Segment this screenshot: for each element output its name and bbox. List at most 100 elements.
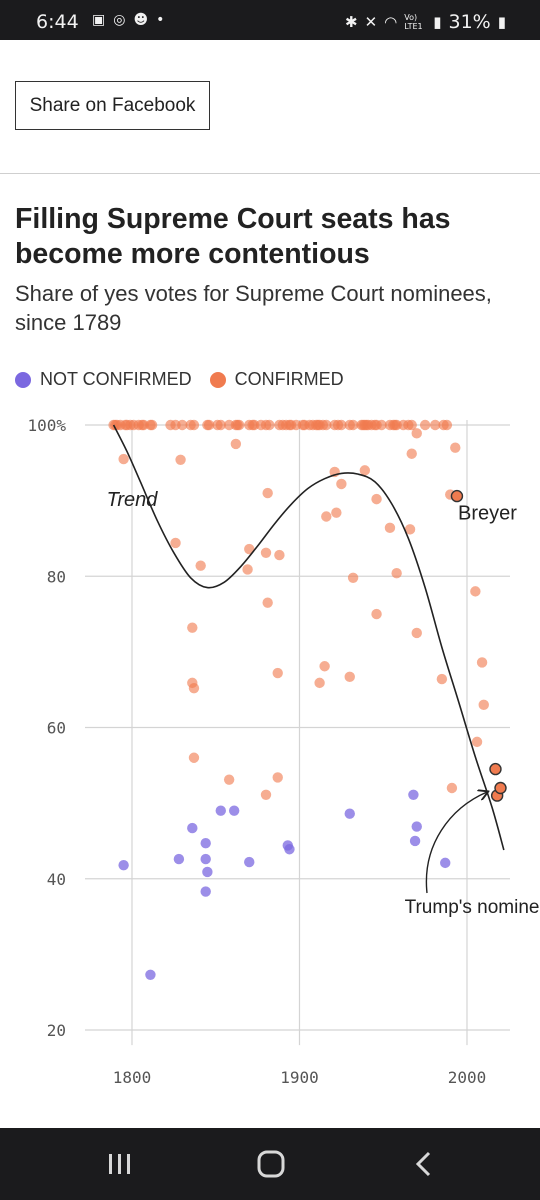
nav-bar: [0, 1128, 540, 1200]
confirmed-point: [242, 564, 253, 575]
battery-icon: ▮: [497, 13, 506, 31]
trump-nominee-point: [494, 781, 507, 795]
reddit-icon: ☻: [133, 12, 149, 28]
home-icon[interactable]: [254, 1148, 288, 1180]
confirmed-point: [272, 667, 283, 679]
confirmed-point: [170, 537, 181, 549]
breyer-point: [450, 489, 464, 503]
y-tick-label: 40: [47, 870, 66, 889]
mute-icon: ✕: [364, 13, 378, 31]
not-confirmed-point: [409, 835, 421, 847]
confirmed-point: [404, 524, 416, 535]
not-confirmed-point: [173, 853, 185, 865]
linkedin-icon: ▣: [92, 12, 106, 28]
chart-legend: NOT CONFIRMED CONFIRMED: [15, 369, 362, 390]
x-tick-label: 1900: [280, 1068, 319, 1087]
confirmed-point: [336, 419, 347, 431]
legend-item-confirmed: CONFIRMED: [209, 369, 344, 390]
annotation-arrow: [425, 792, 487, 894]
confirmed-point: [436, 673, 448, 685]
chart-subtitle: Share of yes votes for Supreme Court nom…: [15, 281, 492, 335]
confirmed-point: [476, 657, 488, 668]
network-label: Vo) LTE1: [404, 13, 423, 31]
confirmed-point: [223, 774, 235, 785]
highlighted-points: [450, 489, 507, 802]
not-confirmed-point: [411, 821, 422, 832]
confirmed-point: [319, 661, 330, 672]
legend-dot-confirmed: [209, 371, 226, 388]
confirmed-point: [391, 568, 402, 579]
not-confirmed-point: [118, 859, 129, 871]
y-tick-label: 80: [47, 567, 66, 586]
confirmed-point: [262, 487, 273, 499]
axis-ticks: 20 40 60 80 100% 1800 1900 2000: [27, 416, 486, 1087]
not-confirmed-point: [215, 805, 226, 816]
y-tick-label: 100%: [27, 416, 66, 435]
confirmed-point: [371, 493, 382, 505]
confirmed-point: [406, 448, 417, 459]
legend-label-confirmed: CONFIRMED: [234, 369, 344, 389]
confirmed-point: [187, 622, 198, 633]
confirmed-point: [411, 428, 422, 439]
back-icon[interactable]: [410, 1148, 438, 1180]
y-tick-label: 20: [47, 1021, 66, 1040]
confirmed-point: [411, 627, 422, 639]
confirmed-point: [406, 419, 417, 431]
not-confirmed-point: [200, 838, 211, 849]
confirmed-point: [203, 419, 215, 431]
confirmed-point: [188, 682, 200, 694]
bluetooth-icon: ✱: [344, 13, 358, 31]
confirmed-point: [450, 442, 461, 453]
annotations: Trend Breyer Trump's nominees: [107, 489, 540, 918]
confirmed-point: [336, 478, 347, 490]
x-tick-label: 1800: [113, 1068, 152, 1087]
confirmed-point: [230, 438, 242, 450]
confirmed-point: [359, 465, 371, 476]
confirmed-point: [215, 419, 226, 431]
confirmed-point: [470, 586, 481, 597]
confirmed-point: [384, 522, 396, 534]
breyer-label: Breyer: [458, 503, 517, 525]
not-confirmed-point: [440, 857, 451, 869]
wifi-icon: ◠: [384, 13, 398, 31]
section-divider: [0, 173, 540, 174]
confirmed-point: [471, 736, 483, 748]
notification-icons: ▣ ◎ ☻ •: [92, 12, 164, 28]
share-facebook-button[interactable]: Share on Facebook: [15, 81, 210, 130]
not-confirmed-point: [344, 808, 355, 819]
confirmed-point: [441, 419, 453, 431]
confirmed-point: [344, 671, 355, 683]
confirmed-point: [376, 419, 387, 431]
confirmed-point: [146, 419, 158, 431]
trend-line: [112, 424, 505, 851]
trump-nominees-label: Trump's nominees: [405, 897, 540, 918]
not-confirmed-point: [244, 856, 255, 868]
confirmed-point: [331, 507, 342, 518]
confirmed-point: [347, 419, 359, 431]
confirmed-point: [188, 419, 200, 431]
not-confirmed-point: [145, 969, 156, 980]
system-icons: ✱ ✕ ◠ Vo) LTE1 ▮ 31% ▮: [345, 11, 506, 33]
not-confirmed-point: [284, 844, 295, 855]
confirmed-point: [177, 419, 188, 431]
confirmed-point: [429, 419, 441, 431]
battery-text: 31%: [448, 11, 491, 33]
confirmed-point: [244, 543, 255, 555]
confirmed-point: [321, 511, 332, 522]
confirmed-points: [108, 419, 489, 801]
not-confirmed-point: [200, 853, 211, 865]
trend-line-group: [112, 424, 505, 851]
confirmed-point: [371, 608, 382, 620]
chart-title: Filling Supreme Court seats has become m…: [15, 203, 451, 270]
more-notifications-icon: •: [156, 12, 165, 28]
not-confirmed-point: [200, 886, 211, 897]
confirmed-point: [260, 789, 272, 801]
confirmed-point: [478, 699, 489, 711]
confirmed-point: [272, 772, 283, 783]
confirmed-point: [188, 752, 200, 763]
status-time: 6:44: [36, 11, 79, 33]
status-bar: 6:44 ▣ ◎ ☻ • ✱ ✕ ◠ Vo) LTE1 ▮ 31% ▮: [0, 0, 540, 40]
recent-apps-icon[interactable]: [104, 1148, 136, 1180]
scatter-chart: 20 40 60 80 100% 1800 1900 2000 Trend Breyer Trum…: [27, 416, 540, 1087]
confirmed-point: [446, 782, 458, 794]
